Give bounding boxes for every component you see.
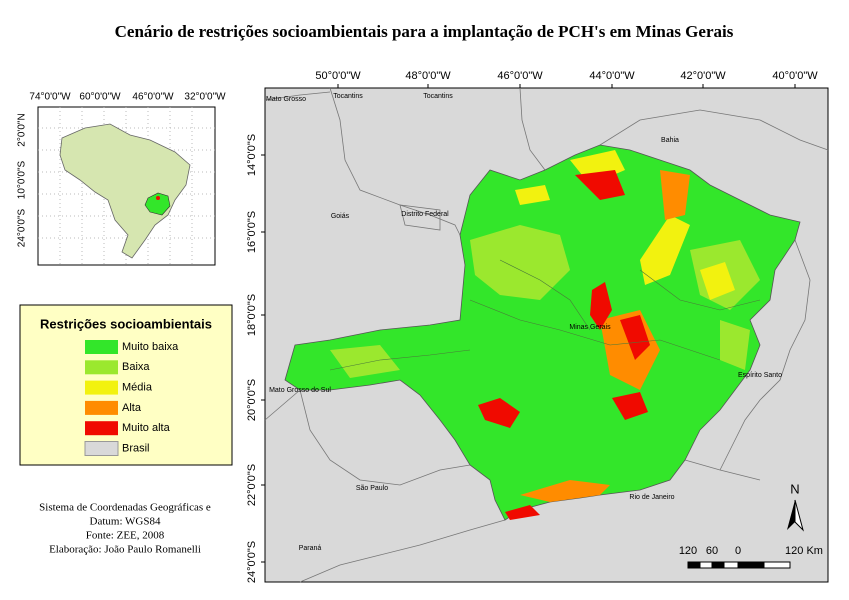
lon-label: 44°0'0"W: [589, 70, 635, 82]
place-label: Rio de Janeiro: [629, 494, 674, 501]
minas-gerais-inset: [144, 192, 171, 216]
zone-high: [520, 480, 610, 502]
zone-medium: [700, 262, 735, 300]
zone-high: [660, 170, 690, 220]
lon-label: 42°0'0"W: [680, 70, 726, 82]
legend-swatch: [85, 340, 118, 354]
north-arrow: [787, 499, 804, 532]
scale-label: 0: [735, 545, 741, 557]
scale-label: 60: [706, 545, 718, 557]
place-label: Mato Grosso do Sul: [269, 387, 331, 394]
scale-label: 120: [679, 545, 697, 557]
legend-swatch: [85, 380, 118, 395]
legend-swatch: [85, 421, 118, 436]
brazil-outline: [59, 123, 191, 259]
inset-map: [37, 106, 216, 266]
zone-low: [470, 225, 570, 300]
scale-bar: [687, 561, 791, 569]
lon-label: 50°0'0"W: [315, 70, 361, 82]
inset-lat-label: 24°0'0"S: [17, 208, 28, 247]
zone-very-high: [590, 282, 612, 330]
scale-label: 120 Km: [785, 545, 823, 557]
legend-title: Restrições socioambientais: [40, 316, 212, 331]
legend-label: Muito baixa: [122, 341, 179, 353]
inset-lon-label: 60°0'0"W: [79, 92, 121, 103]
legend-label: Baixa: [122, 361, 150, 373]
lat-label: 24°0'0"S: [246, 541, 258, 583]
lat-label: 22°0'0"S: [246, 464, 258, 506]
zone-very-high: [478, 398, 520, 428]
place-label: Mato Grosso: [266, 96, 306, 103]
place-label: Tocantins: [423, 93, 453, 100]
credit-line: Datum: WGS84: [90, 516, 161, 528]
lat-label: 14°0'0"S: [246, 134, 258, 176]
place-label: Bahia: [661, 137, 679, 144]
inset-lon-label: 32°0'0"W: [184, 92, 226, 103]
place-label: Paraná: [299, 545, 322, 552]
rivers: [329, 259, 761, 371]
restriction-zones: [330, 150, 760, 520]
place-label: Goiás: [331, 213, 350, 220]
place-label: São Paulo: [356, 485, 388, 492]
zone-very-high: [620, 315, 650, 360]
legend-swatch: [84, 441, 119, 456]
legend: Restrições socioambientais: [19, 304, 233, 466]
lon-label: 46°0'0"W: [497, 70, 543, 82]
legend-swatch: [85, 400, 118, 415]
legend-box: [19, 304, 233, 466]
main-map: [264, 87, 829, 583]
credit-line: Sistema de Coordenadas Geográficas e: [39, 502, 211, 514]
place-label: Distrito Federal: [401, 211, 449, 218]
lon-label: 40°0'0"W: [772, 70, 818, 82]
legend-label: Brasil: [122, 442, 150, 454]
legend-swatch: [85, 360, 118, 375]
inset-lat-label: 2°0'0"N: [17, 113, 28, 146]
zone-medium: [515, 185, 550, 205]
zone-very-high: [575, 170, 625, 200]
zone-low: [720, 320, 750, 370]
inset-lon-label: 46°0'0"W: [132, 92, 174, 103]
lat-label: 16°0'0"S: [246, 211, 258, 253]
zone-very-high: [612, 392, 648, 420]
legend-label: Muito alta: [122, 422, 171, 434]
legend-label: Alta: [122, 402, 142, 414]
inset-highlight: [156, 196, 160, 200]
lat-label: 20°0'0"S: [246, 379, 258, 421]
inset-lon-label: 74°0'0"W: [29, 92, 71, 103]
credit-line: Fonte: ZEE, 2008: [86, 530, 165, 542]
title: Cenário de restrições socioambientais pa…: [115, 22, 734, 41]
zone-very-high: [505, 505, 540, 520]
north-label: N: [790, 481, 799, 496]
place-label: Espírito Santo: [738, 372, 782, 379]
zone-medium: [640, 215, 690, 285]
state-borders: [264, 87, 829, 583]
credit-line: Elaboração: João Paulo Romanelli: [49, 544, 201, 556]
place-label: Tocantins: [333, 93, 363, 100]
inset-lat-label: 10°0'0"S: [17, 160, 28, 199]
zone-low: [330, 345, 400, 378]
lon-label: 48°0'0"W: [405, 70, 451, 82]
legend-label: Média: [122, 382, 153, 394]
place-label: Minas Gerais: [569, 324, 611, 331]
lat-label: 18°0'0"S: [246, 294, 258, 336]
